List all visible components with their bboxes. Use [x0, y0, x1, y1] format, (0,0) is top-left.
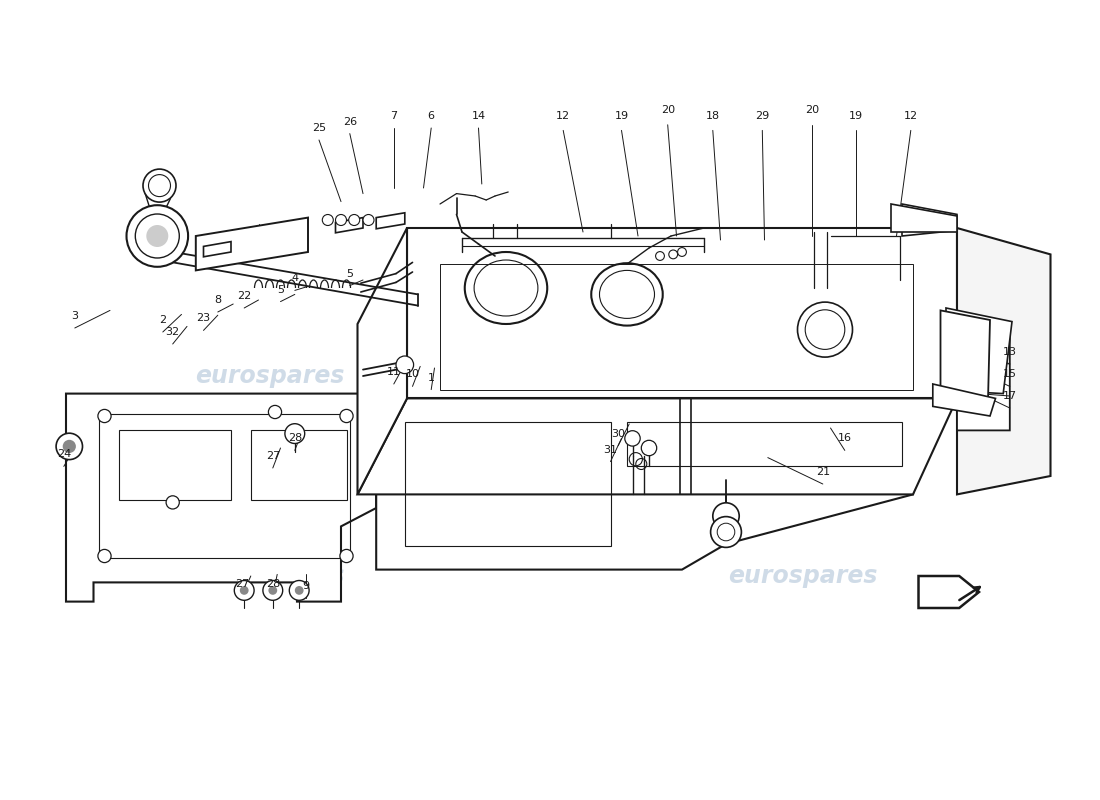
- Polygon shape: [358, 228, 407, 494]
- Text: 22: 22: [238, 291, 251, 301]
- Text: 5: 5: [277, 285, 284, 294]
- Text: 30: 30: [612, 429, 625, 438]
- Circle shape: [126, 206, 188, 266]
- Circle shape: [340, 550, 353, 562]
- Circle shape: [98, 410, 111, 422]
- Circle shape: [285, 424, 305, 443]
- Text: 12: 12: [904, 111, 917, 121]
- Text: 20: 20: [805, 106, 818, 115]
- Circle shape: [711, 517, 741, 547]
- Circle shape: [268, 586, 277, 595]
- Text: 6: 6: [428, 111, 435, 121]
- Polygon shape: [376, 402, 922, 570]
- Text: 25: 25: [312, 123, 326, 133]
- Circle shape: [340, 410, 353, 422]
- Text: 29: 29: [756, 111, 769, 121]
- Circle shape: [322, 214, 333, 226]
- Text: 17: 17: [1003, 391, 1016, 401]
- Text: 16: 16: [838, 434, 851, 443]
- Circle shape: [678, 248, 686, 256]
- Text: 12: 12: [557, 111, 570, 121]
- Text: eurospares: eurospares: [728, 564, 878, 588]
- Circle shape: [146, 225, 168, 247]
- Text: 9: 9: [302, 581, 309, 590]
- Text: 23: 23: [197, 314, 210, 323]
- Polygon shape: [407, 228, 957, 398]
- Circle shape: [63, 440, 76, 453]
- Text: 27: 27: [266, 451, 279, 461]
- Circle shape: [56, 434, 82, 459]
- Circle shape: [641, 440, 657, 456]
- Circle shape: [625, 430, 640, 446]
- Circle shape: [669, 250, 678, 259]
- Text: 27: 27: [235, 579, 249, 589]
- Circle shape: [713, 502, 739, 530]
- Circle shape: [263, 581, 283, 600]
- Text: eurospares: eurospares: [728, 292, 878, 316]
- Polygon shape: [891, 204, 957, 232]
- Text: 18: 18: [706, 111, 719, 121]
- Polygon shape: [336, 218, 363, 233]
- Text: 19: 19: [615, 111, 628, 121]
- Polygon shape: [933, 384, 996, 416]
- Circle shape: [656, 251, 664, 261]
- Polygon shape: [196, 218, 308, 270]
- Text: 24: 24: [57, 450, 70, 459]
- Text: 5: 5: [346, 269, 353, 278]
- Text: 19: 19: [849, 111, 862, 121]
- Text: 3: 3: [72, 311, 78, 321]
- Circle shape: [798, 302, 852, 357]
- Text: 10: 10: [406, 370, 419, 379]
- Circle shape: [166, 496, 179, 509]
- Text: 28: 28: [266, 579, 279, 589]
- Polygon shape: [940, 310, 990, 408]
- Text: 1: 1: [428, 373, 435, 382]
- Polygon shape: [957, 228, 1050, 494]
- Text: 4: 4: [292, 274, 298, 283]
- Circle shape: [349, 214, 360, 226]
- Text: 32: 32: [166, 327, 179, 337]
- Text: 14: 14: [472, 111, 485, 121]
- Circle shape: [396, 356, 414, 374]
- Text: 31: 31: [604, 445, 617, 454]
- Text: 28: 28: [288, 434, 301, 443]
- Circle shape: [289, 581, 309, 600]
- Circle shape: [98, 550, 111, 562]
- Text: eurospares: eurospares: [195, 564, 344, 588]
- Text: 13: 13: [1003, 347, 1016, 357]
- Polygon shape: [946, 308, 1012, 394]
- Polygon shape: [204, 242, 231, 257]
- Circle shape: [295, 586, 304, 595]
- Text: eurospares: eurospares: [195, 364, 344, 388]
- Text: 20: 20: [661, 106, 674, 115]
- Polygon shape: [957, 318, 1010, 430]
- Text: 21: 21: [816, 467, 829, 477]
- Polygon shape: [376, 213, 405, 229]
- Text: 8: 8: [214, 295, 221, 305]
- Circle shape: [336, 214, 346, 226]
- Circle shape: [143, 169, 176, 202]
- Text: 15: 15: [1003, 370, 1016, 379]
- Text: 2: 2: [160, 315, 166, 325]
- Circle shape: [240, 586, 249, 595]
- Circle shape: [268, 406, 282, 418]
- Text: 7: 7: [390, 111, 397, 121]
- Text: 26: 26: [343, 117, 356, 126]
- Circle shape: [363, 214, 374, 226]
- Polygon shape: [66, 394, 376, 602]
- Polygon shape: [902, 204, 957, 236]
- Polygon shape: [358, 398, 957, 494]
- Text: 11: 11: [387, 367, 400, 377]
- Circle shape: [234, 581, 254, 600]
